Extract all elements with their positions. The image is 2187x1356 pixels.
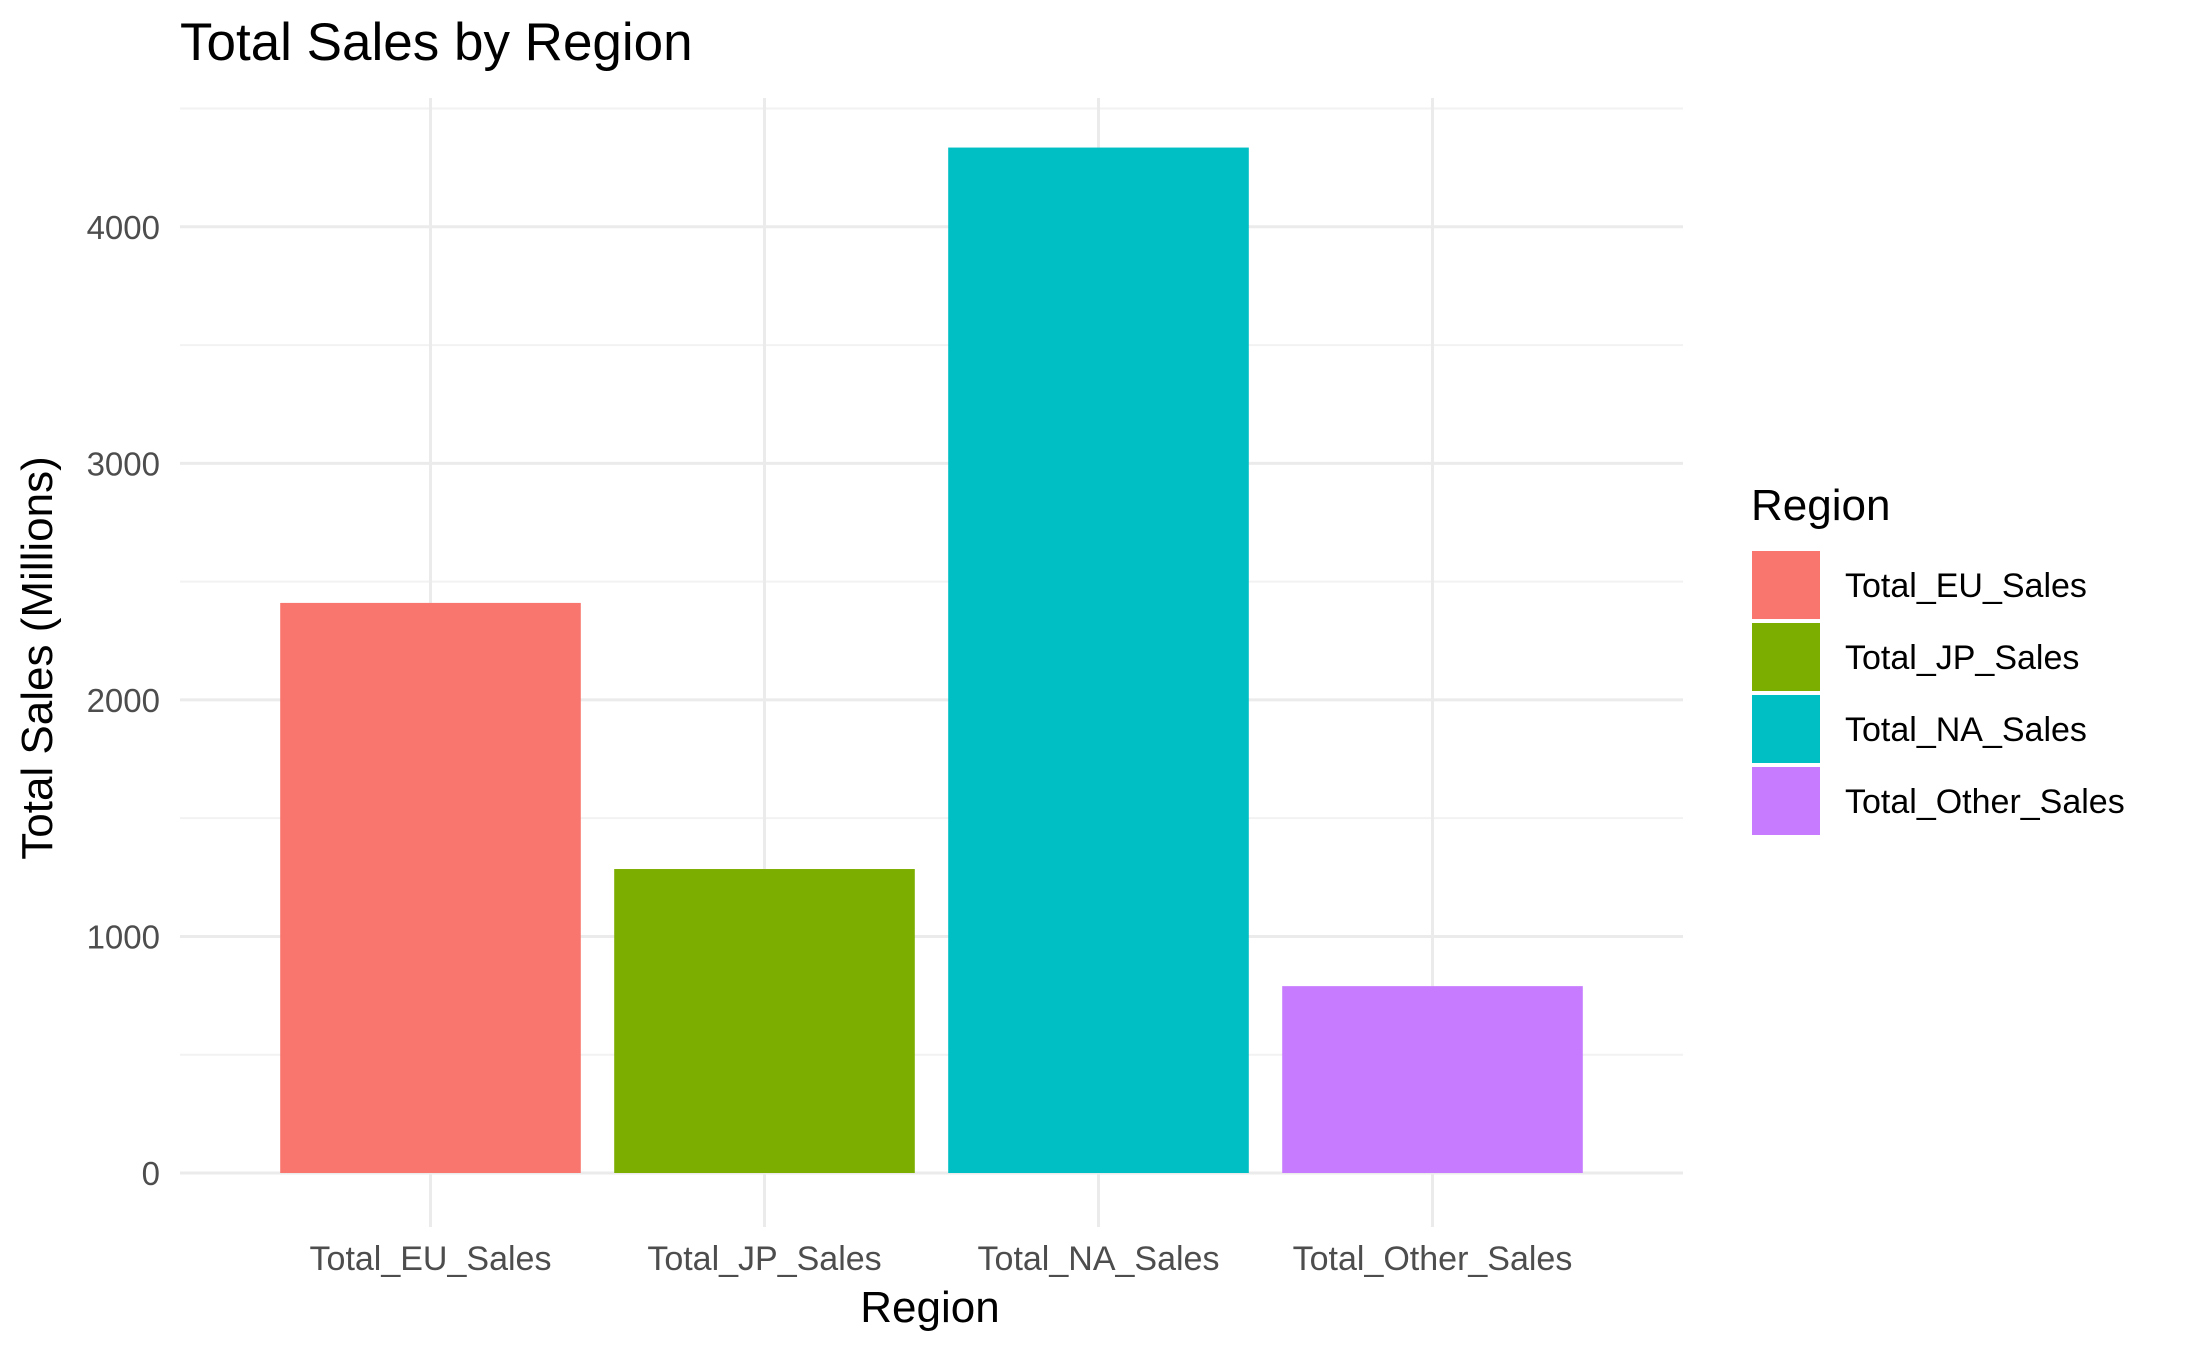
- x-axis-ticks: Total_EU_Sales Total_JP_Sales Total_NA_Sal…: [310, 1240, 1573, 1278]
- bar-total-na-sales: [948, 147, 1249, 1173]
- y-tick-label: 3000: [87, 445, 160, 482]
- y-tick-label: 2000: [87, 682, 160, 719]
- bar-total-other-sales: [1282, 986, 1583, 1173]
- legend: Region Total_EU_Sales Total_JP_Sales Total…: [1751, 481, 2125, 835]
- y-axis-ticks: 0 1000 2000 3000 4000: [87, 209, 160, 1192]
- x-tick-label: Total_JP_Sales: [647, 1240, 881, 1278]
- legend-key: [1752, 551, 1820, 619]
- bars: [280, 147, 1583, 1173]
- legend-label: Total_EU_Sales: [1845, 567, 2087, 605]
- bar-total-eu-sales: [280, 602, 581, 1173]
- bar-total-jp-sales: [614, 869, 915, 1173]
- x-tick-label: Total_Other_Sales: [1293, 1240, 1573, 1278]
- legend-label: Total_NA_Sales: [1845, 711, 2087, 749]
- y-axis-title: Total Sales (Millions): [13, 456, 62, 859]
- legend-key: [1752, 695, 1820, 763]
- chart-title: Total Sales by Region: [180, 13, 693, 72]
- y-tick-label: 0: [142, 1155, 160, 1192]
- y-tick-label: 4000: [87, 209, 160, 246]
- legend-key: [1752, 767, 1820, 835]
- x-tick-label: Total_EU_Sales: [310, 1240, 552, 1278]
- legend-title: Region: [1751, 481, 1890, 530]
- legend-key: [1752, 623, 1820, 691]
- legend-label: Total_Other_Sales: [1845, 783, 2125, 821]
- y-tick-label: 1000: [87, 918, 160, 955]
- x-tick-label: Total_NA_Sales: [978, 1240, 1220, 1278]
- x-axis-title: Region: [860, 1283, 999, 1332]
- legend-label: Total_JP_Sales: [1845, 639, 2079, 677]
